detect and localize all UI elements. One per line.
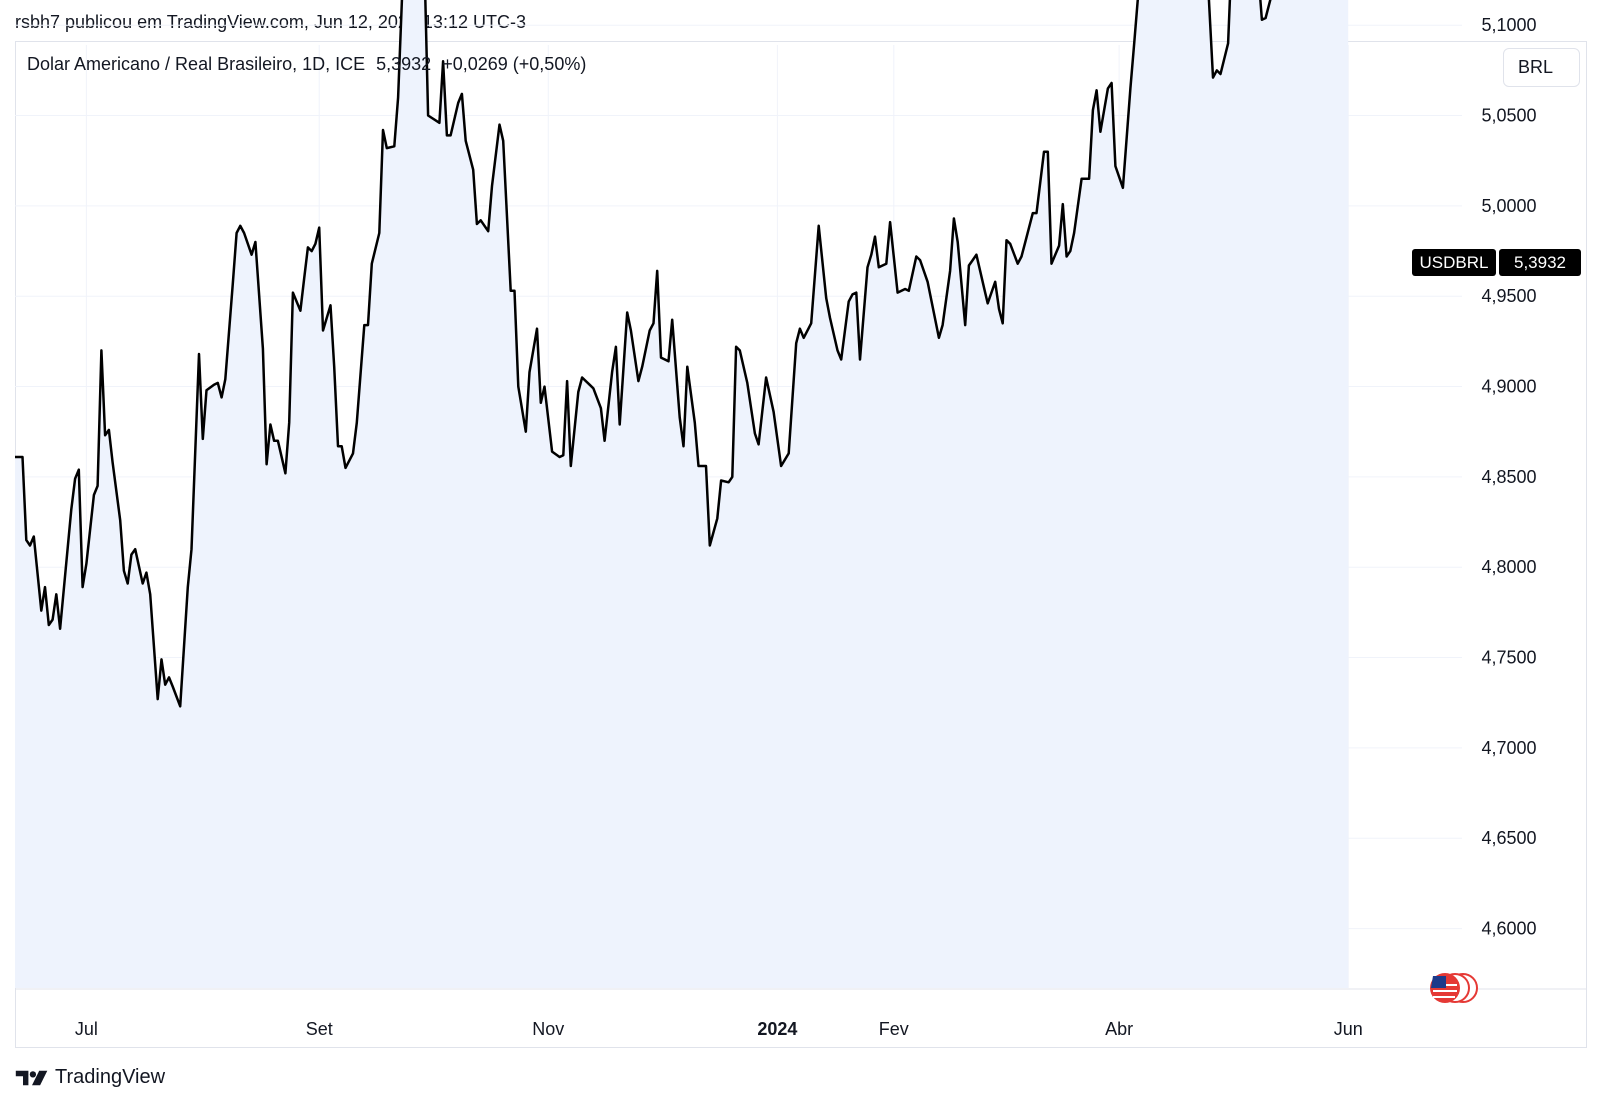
time-axis: Jul Set Nov 2024 Fev Abr Jun: [15, 988, 1587, 1039]
tradingview-logo[interactable]: TradingView: [15, 1066, 165, 1089]
tradingview-brand: TradingView: [55, 1066, 166, 1088]
price-line: [15, 0, 1272, 708]
x-tick-label: Set: [306, 1019, 333, 1039]
x-tick-label: Jun: [1334, 1019, 1363, 1039]
x-tick-label: Nov: [532, 1019, 564, 1039]
chart-legend: Dolar Americano / Real Brasileiro, 1D, I…: [27, 54, 592, 75]
x-tick-label: Jul: [75, 1019, 98, 1039]
tradingview-icon: [15, 1070, 48, 1085]
y-tick-label: 4,7500: [1481, 648, 1536, 668]
y-tick-label: 4,9000: [1481, 377, 1536, 397]
price-tag: USDBRL 5,3932: [1412, 249, 1581, 276]
price-axis: 5,55005,50005,45005,35005,30005,25005,20…: [1481, 15, 1536, 939]
price-change: +0,0269 (+0,50%): [442, 54, 587, 74]
price-tag-value: 5,3932: [1514, 253, 1566, 272]
y-tick-label: 5,0500: [1481, 106, 1536, 126]
price-tag-symbol: USDBRL: [1420, 253, 1489, 272]
price-area-fill: [15, 0, 1349, 988]
y-tick-label: 4,7000: [1481, 738, 1536, 758]
us-flag-icon[interactable]: [1430, 973, 1478, 1003]
y-tick-label: 4,9500: [1481, 286, 1536, 306]
y-tick-label: 4,8000: [1481, 557, 1536, 577]
x-tick-label: 2024: [757, 1019, 797, 1039]
symbol-name: Dolar Americano / Real Brasileiro, 1D, I…: [27, 54, 366, 74]
publish-attribution: rsbh7 publicou em TradingView.com, Jun 1…: [15, 12, 526, 32]
x-tick-label: Abr: [1105, 1019, 1133, 1039]
y-tick-label: 4,8500: [1481, 467, 1536, 487]
currency-button[interactable]: BRL: [1503, 48, 1580, 87]
y-tick-label: 4,6000: [1481, 919, 1536, 939]
y-tick-label: 5,0000: [1481, 196, 1536, 216]
y-tick-label: 4,6500: [1481, 828, 1536, 848]
y-tick-label: 5,1000: [1481, 15, 1536, 35]
last-price: 5,3932: [376, 54, 432, 74]
x-tick-label: Fev: [879, 1019, 909, 1039]
